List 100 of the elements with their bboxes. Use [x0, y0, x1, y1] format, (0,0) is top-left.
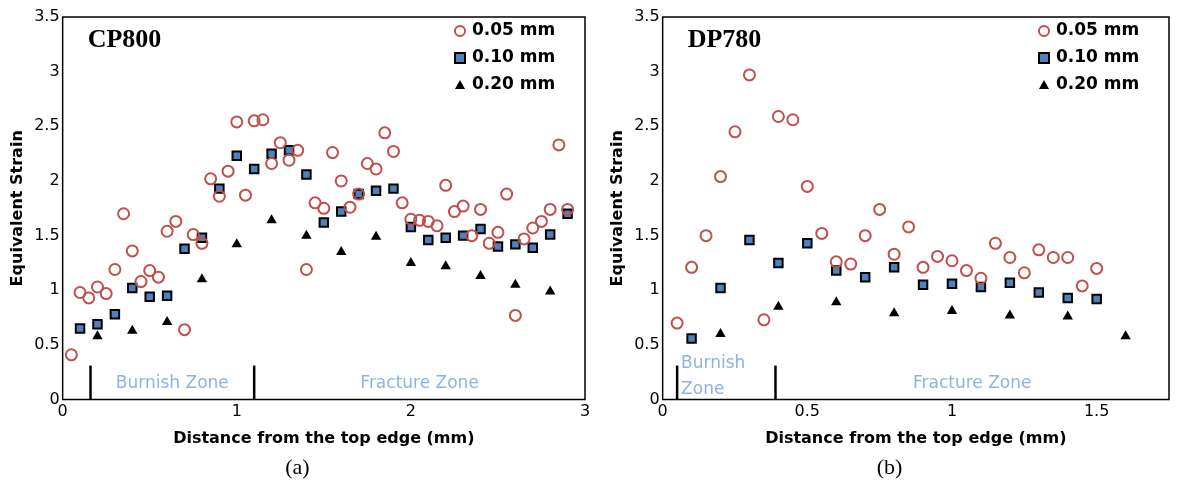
point: [266, 148, 277, 159]
point: [99, 287, 113, 301]
y-tick-label: 3: [649, 60, 660, 80]
y-tick-label: 3: [49, 60, 60, 80]
point: [186, 228, 200, 242]
point: [370, 185, 382, 197]
point: [179, 243, 190, 254]
point: [474, 202, 488, 216]
point: [90, 280, 104, 294]
point: [959, 264, 973, 278]
point: [1075, 279, 1089, 293]
text: (a): [284, 454, 311, 480]
y-tick-label: 3.5: [634, 6, 660, 26]
point: [1017, 266, 1031, 280]
point: [430, 219, 444, 233]
point: [212, 189, 226, 203]
point: [265, 156, 279, 170]
point: [230, 115, 244, 129]
y-tick-label: 1: [49, 279, 60, 299]
point: [127, 282, 138, 294]
y-tick-label: 2: [49, 170, 60, 190]
point: [946, 278, 958, 289]
point: [195, 236, 209, 250]
point: [440, 260, 451, 270]
point: [491, 225, 505, 239]
point: [974, 271, 988, 285]
point: [395, 196, 409, 210]
point: [1091, 293, 1102, 305]
legend-label: 0.05 mm: [1056, 19, 1140, 40]
point: [888, 262, 900, 273]
y-tick-label: 1.5: [634, 224, 660, 244]
point: [109, 309, 121, 320]
point: [134, 275, 148, 289]
point: [500, 187, 514, 201]
chart-title: CP800: [87, 23, 162, 53]
point: [686, 333, 697, 344]
x-tick-label: 3: [579, 401, 591, 421]
point: [714, 170, 728, 184]
point: [336, 246, 347, 256]
annotation: Fracture Zone: [360, 372, 479, 393]
annotation: Burnish Zone: [681, 352, 746, 399]
point: [534, 214, 548, 228]
y-axis-title: Equivalent Strain: [606, 130, 626, 287]
point: [802, 238, 813, 249]
point: [1061, 250, 1075, 264]
point: [386, 144, 400, 158]
point: [715, 328, 726, 338]
point: [334, 174, 348, 188]
y-tick-label: 1: [649, 279, 660, 299]
point: [92, 318, 103, 330]
point: [388, 183, 399, 194]
point: [231, 150, 243, 162]
point: [728, 125, 742, 139]
point: [317, 201, 331, 215]
point: [308, 196, 322, 210]
legend-label: 0.20 mm: [1056, 73, 1140, 94]
point: [988, 236, 1002, 250]
point: [301, 229, 312, 239]
point: [238, 188, 252, 202]
y-tick-label: 0.5: [634, 334, 660, 354]
point: [552, 138, 566, 152]
legend-label: 0.05 mm: [472, 19, 556, 40]
x-tick-label: 2: [405, 401, 416, 421]
point: [413, 213, 427, 227]
point: [699, 229, 713, 243]
point: [92, 330, 103, 340]
point: [482, 236, 496, 250]
point: [527, 242, 539, 253]
point: [1003, 250, 1017, 264]
point: [561, 202, 575, 216]
point: [771, 109, 785, 123]
point: [273, 136, 287, 150]
point: [456, 199, 470, 213]
x-tick-label: 1: [946, 401, 958, 421]
x-axis-title: Distance from the top edge (mm): [765, 427, 1067, 447]
point: [404, 212, 418, 226]
point: [343, 200, 357, 214]
point: [945, 254, 959, 268]
y-tick-label: 0: [49, 388, 60, 408]
chart-title: DP780: [687, 23, 762, 53]
point: [143, 264, 157, 278]
point: [247, 114, 261, 128]
point: [786, 113, 800, 127]
point: [508, 308, 522, 322]
point: [221, 164, 235, 178]
point: [423, 234, 434, 246]
point: [1062, 310, 1073, 320]
point: [742, 68, 756, 82]
point: [815, 226, 829, 240]
point: [917, 279, 929, 291]
point: [543, 202, 557, 216]
point: [301, 169, 312, 180]
point: [196, 273, 208, 283]
annotation: Burnish Zone: [115, 372, 229, 393]
x-tick-label: 1.5: [1083, 401, 1110, 421]
point: [204, 172, 218, 186]
point: [160, 224, 174, 238]
point: [931, 249, 945, 263]
point: [946, 305, 958, 315]
point: [151, 270, 165, 284]
